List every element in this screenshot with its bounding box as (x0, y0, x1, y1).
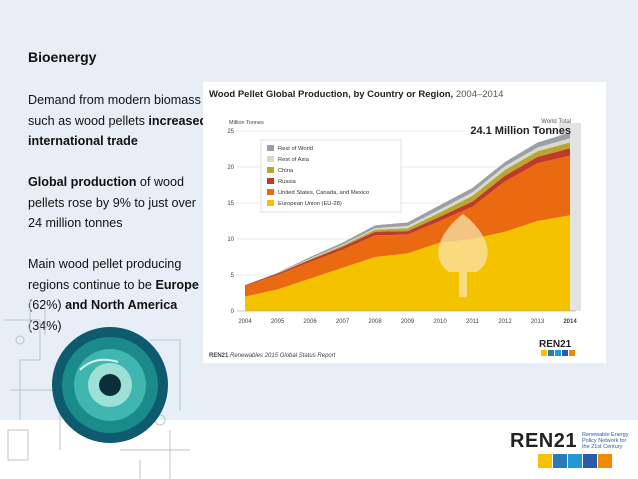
body-paragraph: Demand from modern biomass , such as woo… (28, 90, 208, 152)
logo-tagline: Renewable Energy Policy Network for the … (582, 432, 629, 450)
y-axis-label: Million Tonnes (229, 120, 264, 126)
x-tick-label: 2012 (498, 319, 512, 325)
leaf-drop-icon (438, 214, 488, 297)
ren21-logo-text: REN21 (510, 430, 577, 453)
y-tick-label: 5 (231, 273, 235, 279)
energy-icon (568, 454, 582, 468)
chart-source: REN21 Renewables 2015 Global Status Repo… (209, 353, 336, 359)
legend-swatch (267, 178, 274, 184)
x-tick-label: 2006 (303, 319, 317, 325)
x-tick-label: 2007 (336, 319, 350, 325)
chart-logo-icon (555, 350, 561, 356)
chart-logo-icon (548, 350, 554, 356)
y-tick-label: 10 (227, 237, 234, 243)
world-total-label: World Total (541, 119, 571, 125)
chart-title-years: 2004–2014 (453, 89, 503, 100)
legend-label: Rest of Asia (278, 157, 310, 163)
legend-label: United States, Canada, and Mexico (278, 190, 369, 196)
x-tick-label: 2014 (563, 319, 577, 325)
legend-label: Rest of World (278, 146, 313, 152)
legend-label: European Union (EU-28) (278, 201, 342, 207)
legend-label: Russia (278, 179, 296, 185)
source-brand: REN21 (209, 353, 229, 359)
chart-logo-icon (562, 350, 568, 356)
ren21-footer-logo: REN21 Renewable Energy Policy Network fo… (510, 430, 628, 472)
x-tick-label: 2009 (401, 319, 415, 325)
energy-icon (583, 454, 597, 468)
x-tick-label: 2010 (433, 319, 447, 325)
slide-heading: Bioenergy (28, 49, 97, 65)
legend-swatch (267, 145, 274, 151)
text-run: of wood pellets rose by 9% to just over … (28, 175, 196, 230)
legend-swatch (267, 200, 274, 206)
legend-swatch (267, 156, 274, 162)
y-tick-label: 0 (231, 309, 235, 315)
chart-ren21-logo: REN21 (539, 339, 572, 350)
chart-title: Wood Pellet Global Production, by Countr… (209, 89, 503, 100)
energy-icon (598, 454, 612, 468)
wood-pellet-chart: Wood Pellet Global Production, by Countr… (209, 89, 581, 359)
chart-logo-icon (541, 350, 547, 356)
text-run: Main wood pellet producing regions conti… (28, 257, 182, 292)
source-report: Renewables 2015 Global Status Report (228, 353, 335, 359)
legend-swatch (267, 189, 274, 195)
text-run: Europe (155, 277, 199, 292)
energy-icon (553, 454, 567, 468)
chart-panel: Wood Pellet Global Production, by Countr… (203, 82, 606, 363)
area-series-1 (245, 155, 570, 297)
text-run: Global production (28, 175, 137, 189)
world-total-value: 24.1 Million Tonnes (470, 125, 571, 137)
area-series-0 (245, 215, 570, 311)
x-tick-label: 2011 (466, 319, 480, 325)
x-tick-label: 2005 (271, 319, 285, 325)
legend-label: China (278, 168, 294, 174)
x-tick-label: 2013 (531, 319, 545, 325)
logo-21: 21 (553, 430, 577, 452)
logo-ren: REN (510, 430, 554, 452)
area-series-2 (245, 148, 570, 286)
text-run: Demand from modern biomass , such as woo… (28, 93, 208, 128)
x-tick-label: 2004 (238, 319, 252, 325)
chart-title-bold: Wood Pellet Global Production, by Countr… (209, 89, 453, 100)
globe-eye-illustration (5, 300, 190, 479)
y-tick-label: 25 (227, 129, 234, 135)
text-run: increased international trade (28, 113, 208, 149)
text-run: and North America (65, 298, 178, 312)
legend-box (260, 139, 402, 213)
y-tick-label: 15 (227, 201, 234, 207)
x-tick-label: 2008 (368, 319, 382, 325)
chart-logo-icon (569, 350, 575, 356)
legend-swatch (267, 167, 274, 173)
energy-icon (538, 454, 552, 468)
energy-icons-row (538, 454, 613, 468)
y-tick-label: 20 (227, 165, 234, 171)
body-paragraph: Global production of wood pellets rose b… (28, 172, 208, 234)
area-series-3 (245, 142, 570, 286)
slide-body-text: Demand from modern biomass , such as woo… (28, 90, 208, 357)
